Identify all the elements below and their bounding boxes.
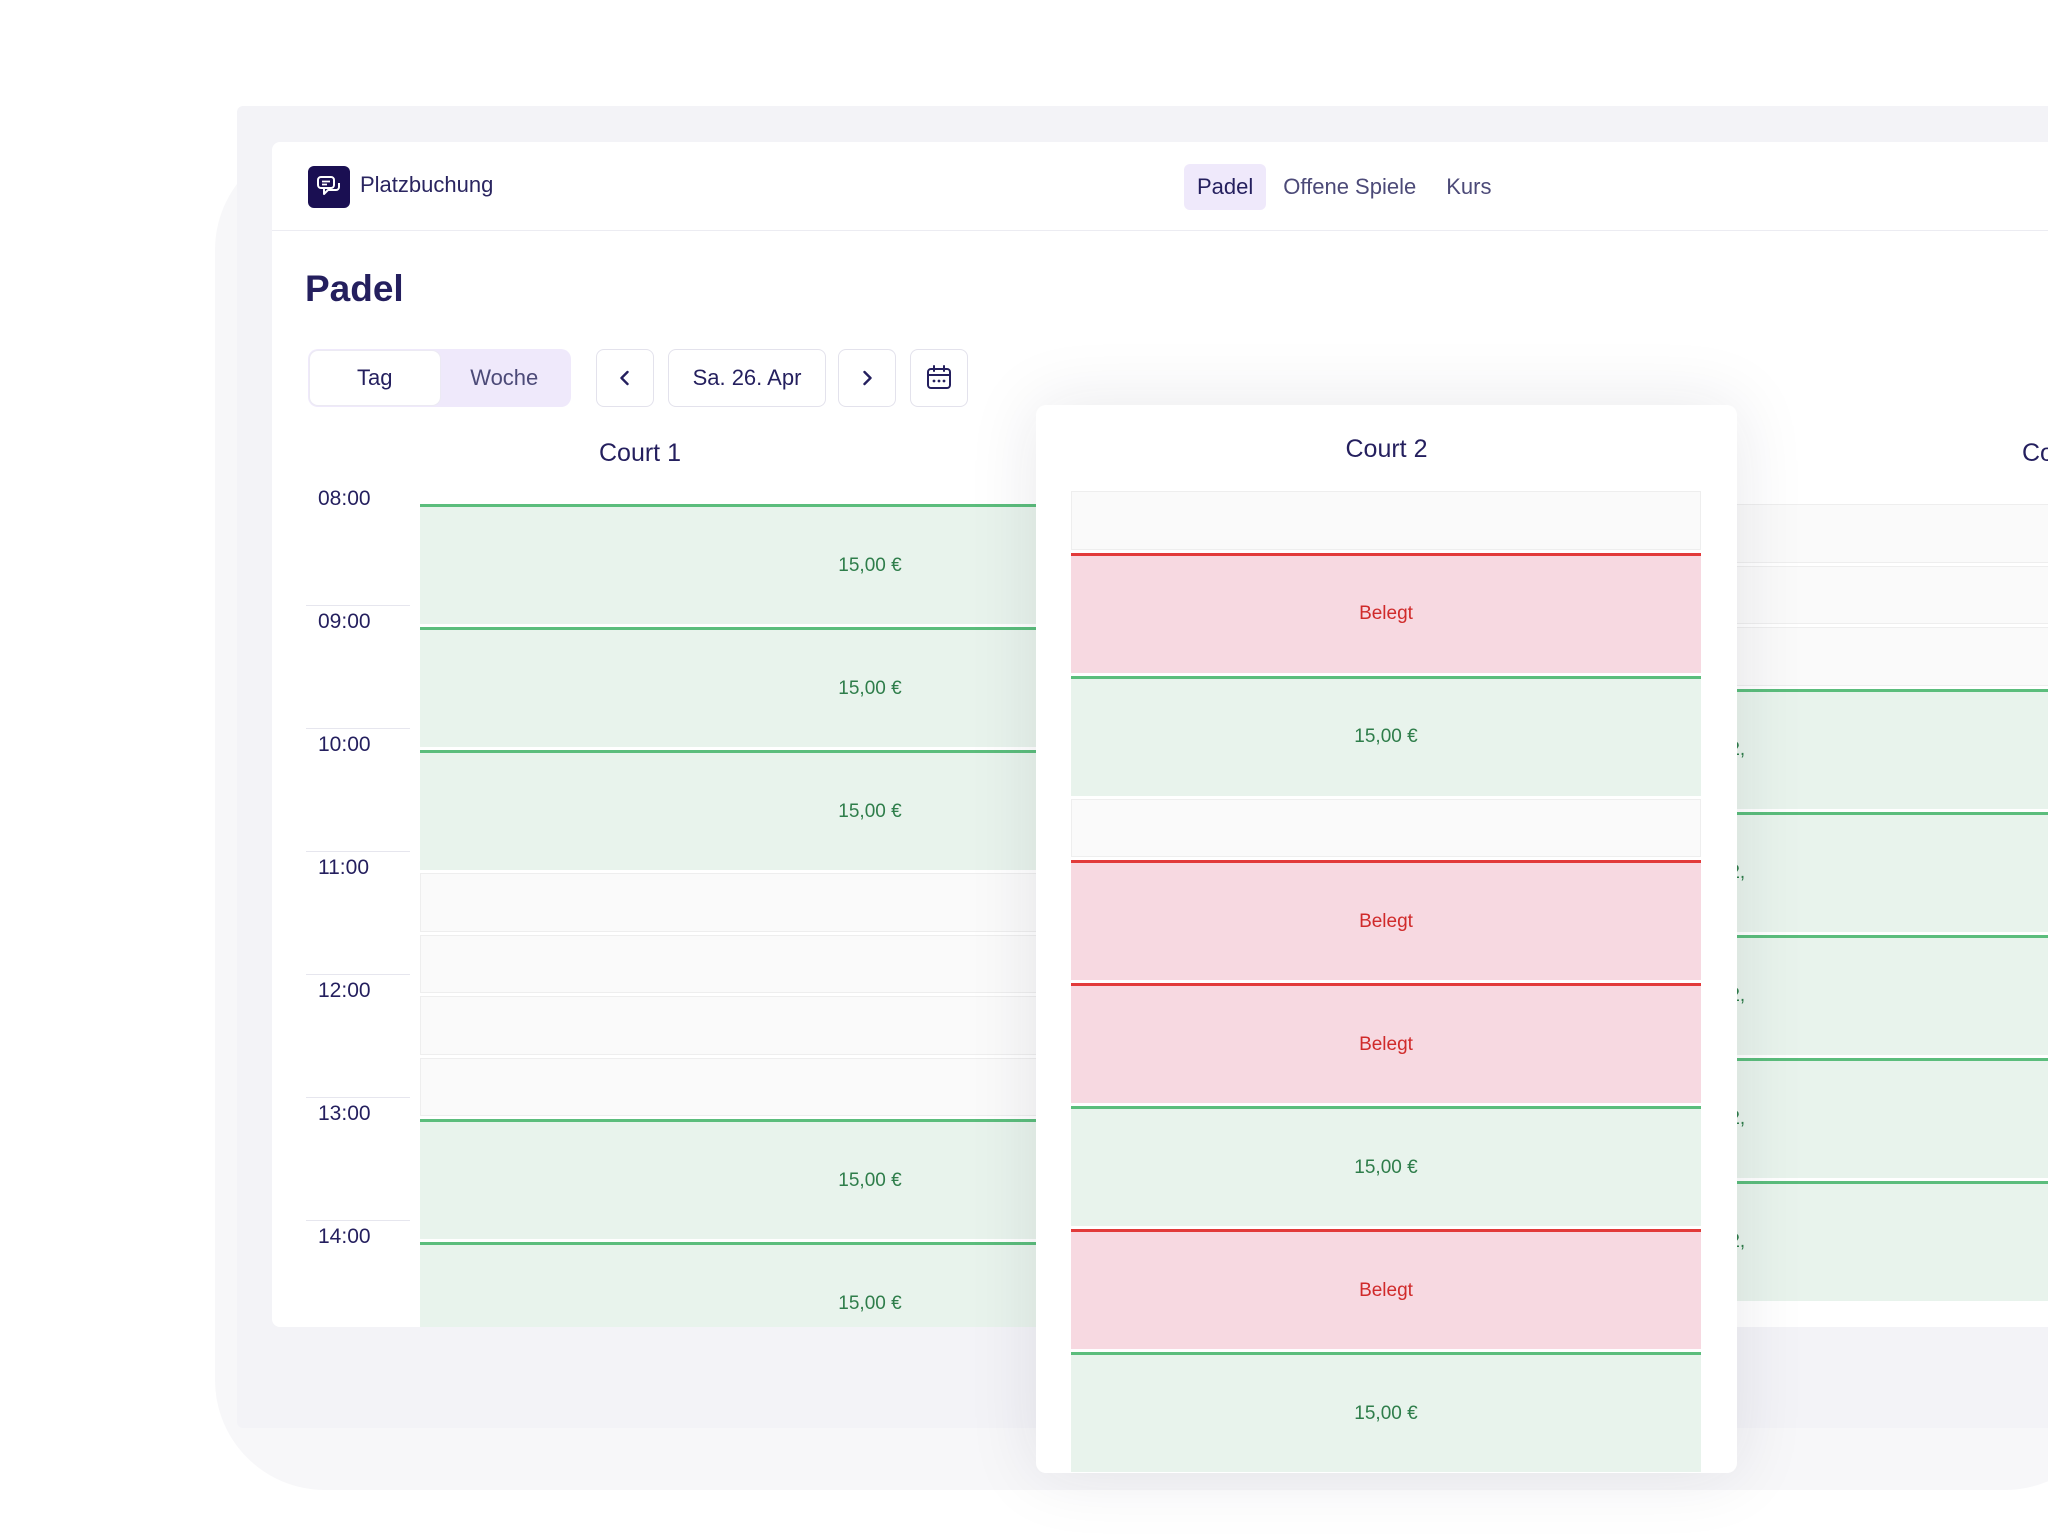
time-divider: [306, 1097, 410, 1098]
slot-label: Belegt: [1359, 1279, 1413, 1301]
nav-tab-kurs[interactable]: Kurs: [1446, 174, 1492, 199]
slot-label: 15,00 €: [838, 1292, 902, 1314]
court-2-slot-available[interactable]: 15,00 €: [1071, 1106, 1701, 1226]
time-divider: [306, 728, 410, 729]
time-label: 10:00: [318, 733, 371, 756]
slot-label: 15,00 €: [838, 677, 902, 699]
chevron-left-icon: [620, 370, 629, 386]
court-3-title: Co: [2022, 439, 2048, 467]
time-label: 11:00: [318, 856, 369, 879]
time-divider: [306, 1220, 410, 1221]
slot-label: Belegt: [1359, 1033, 1413, 1055]
court-2-slot-empty[interactable]: [1071, 798, 1701, 857]
nav-tab-offene-spiele[interactable]: Offene Spiele: [1283, 174, 1417, 199]
court-1-title: Court 1: [599, 439, 681, 467]
time-divider: [306, 974, 410, 975]
court-2-card: Court 2 Belegt 15,00 € Belegt Belegt 15,00 €…: [1036, 405, 1737, 1473]
court-2-slot-booked: Belegt: [1071, 983, 1701, 1103]
slot-label: 15,00 €: [1354, 1402, 1418, 1424]
view-toggle: Tag Woche: [308, 349, 571, 407]
view-week-button[interactable]: Woche: [470, 365, 539, 390]
next-day-button[interactable]: [838, 349, 896, 407]
slot-label: 15,00 €: [838, 1169, 902, 1191]
court-2-slot-empty[interactable]: [1071, 491, 1701, 550]
court-2-slot-booked: Belegt: [1071, 1229, 1701, 1349]
time-divider: [306, 851, 410, 852]
time-label: 14:00: [318, 1225, 371, 1248]
court-2-slot-booked: Belegt: [1071, 552, 1701, 673]
chevron-right-icon: [863, 370, 872, 386]
nav-tab-padel[interactable]: Padel: [1184, 164, 1267, 210]
time-label: 08:00: [318, 487, 371, 510]
time-divider: [306, 605, 410, 606]
previous-day-button[interactable]: [596, 349, 654, 407]
page-title: Padel: [305, 268, 404, 309]
app-header: Platzbuchung Padel Offene Spiele Kurs: [272, 142, 2048, 231]
slot-label: 15,00 €: [838, 554, 902, 576]
slot-label: Belegt: [1359, 910, 1413, 932]
main-nav: Padel Offene Spiele Kurs: [1184, 164, 1508, 210]
court-2-slot-available[interactable]: 15,00 €: [1071, 675, 1701, 796]
app-name: Platzbuchung: [360, 172, 494, 197]
court-2-slot-available[interactable]: 15,00 €: [1071, 1352, 1701, 1472]
app-logo[interactable]: [308, 166, 350, 208]
date-display[interactable]: Sa. 26. Apr: [668, 349, 826, 407]
slot-label: 15,00 €: [1354, 726, 1418, 747]
chat-bubbles-icon: [317, 176, 340, 195]
time-label: 12:00: [318, 979, 371, 1002]
calendar-icon: [927, 365, 951, 389]
calendar-button[interactable]: [910, 349, 968, 407]
slot-label: 15,00 €: [1354, 1156, 1418, 1178]
view-day-button[interactable]: Tag: [310, 351, 440, 405]
court-2-title: Court 2: [1345, 435, 1428, 463]
court-2-slot-booked: Belegt: [1071, 860, 1701, 980]
time-label: 09:00: [318, 610, 371, 633]
slot-label: 15,00 €: [838, 800, 902, 822]
slot-label: Belegt: [1359, 603, 1413, 624]
time-label: 13:00: [318, 1102, 371, 1125]
